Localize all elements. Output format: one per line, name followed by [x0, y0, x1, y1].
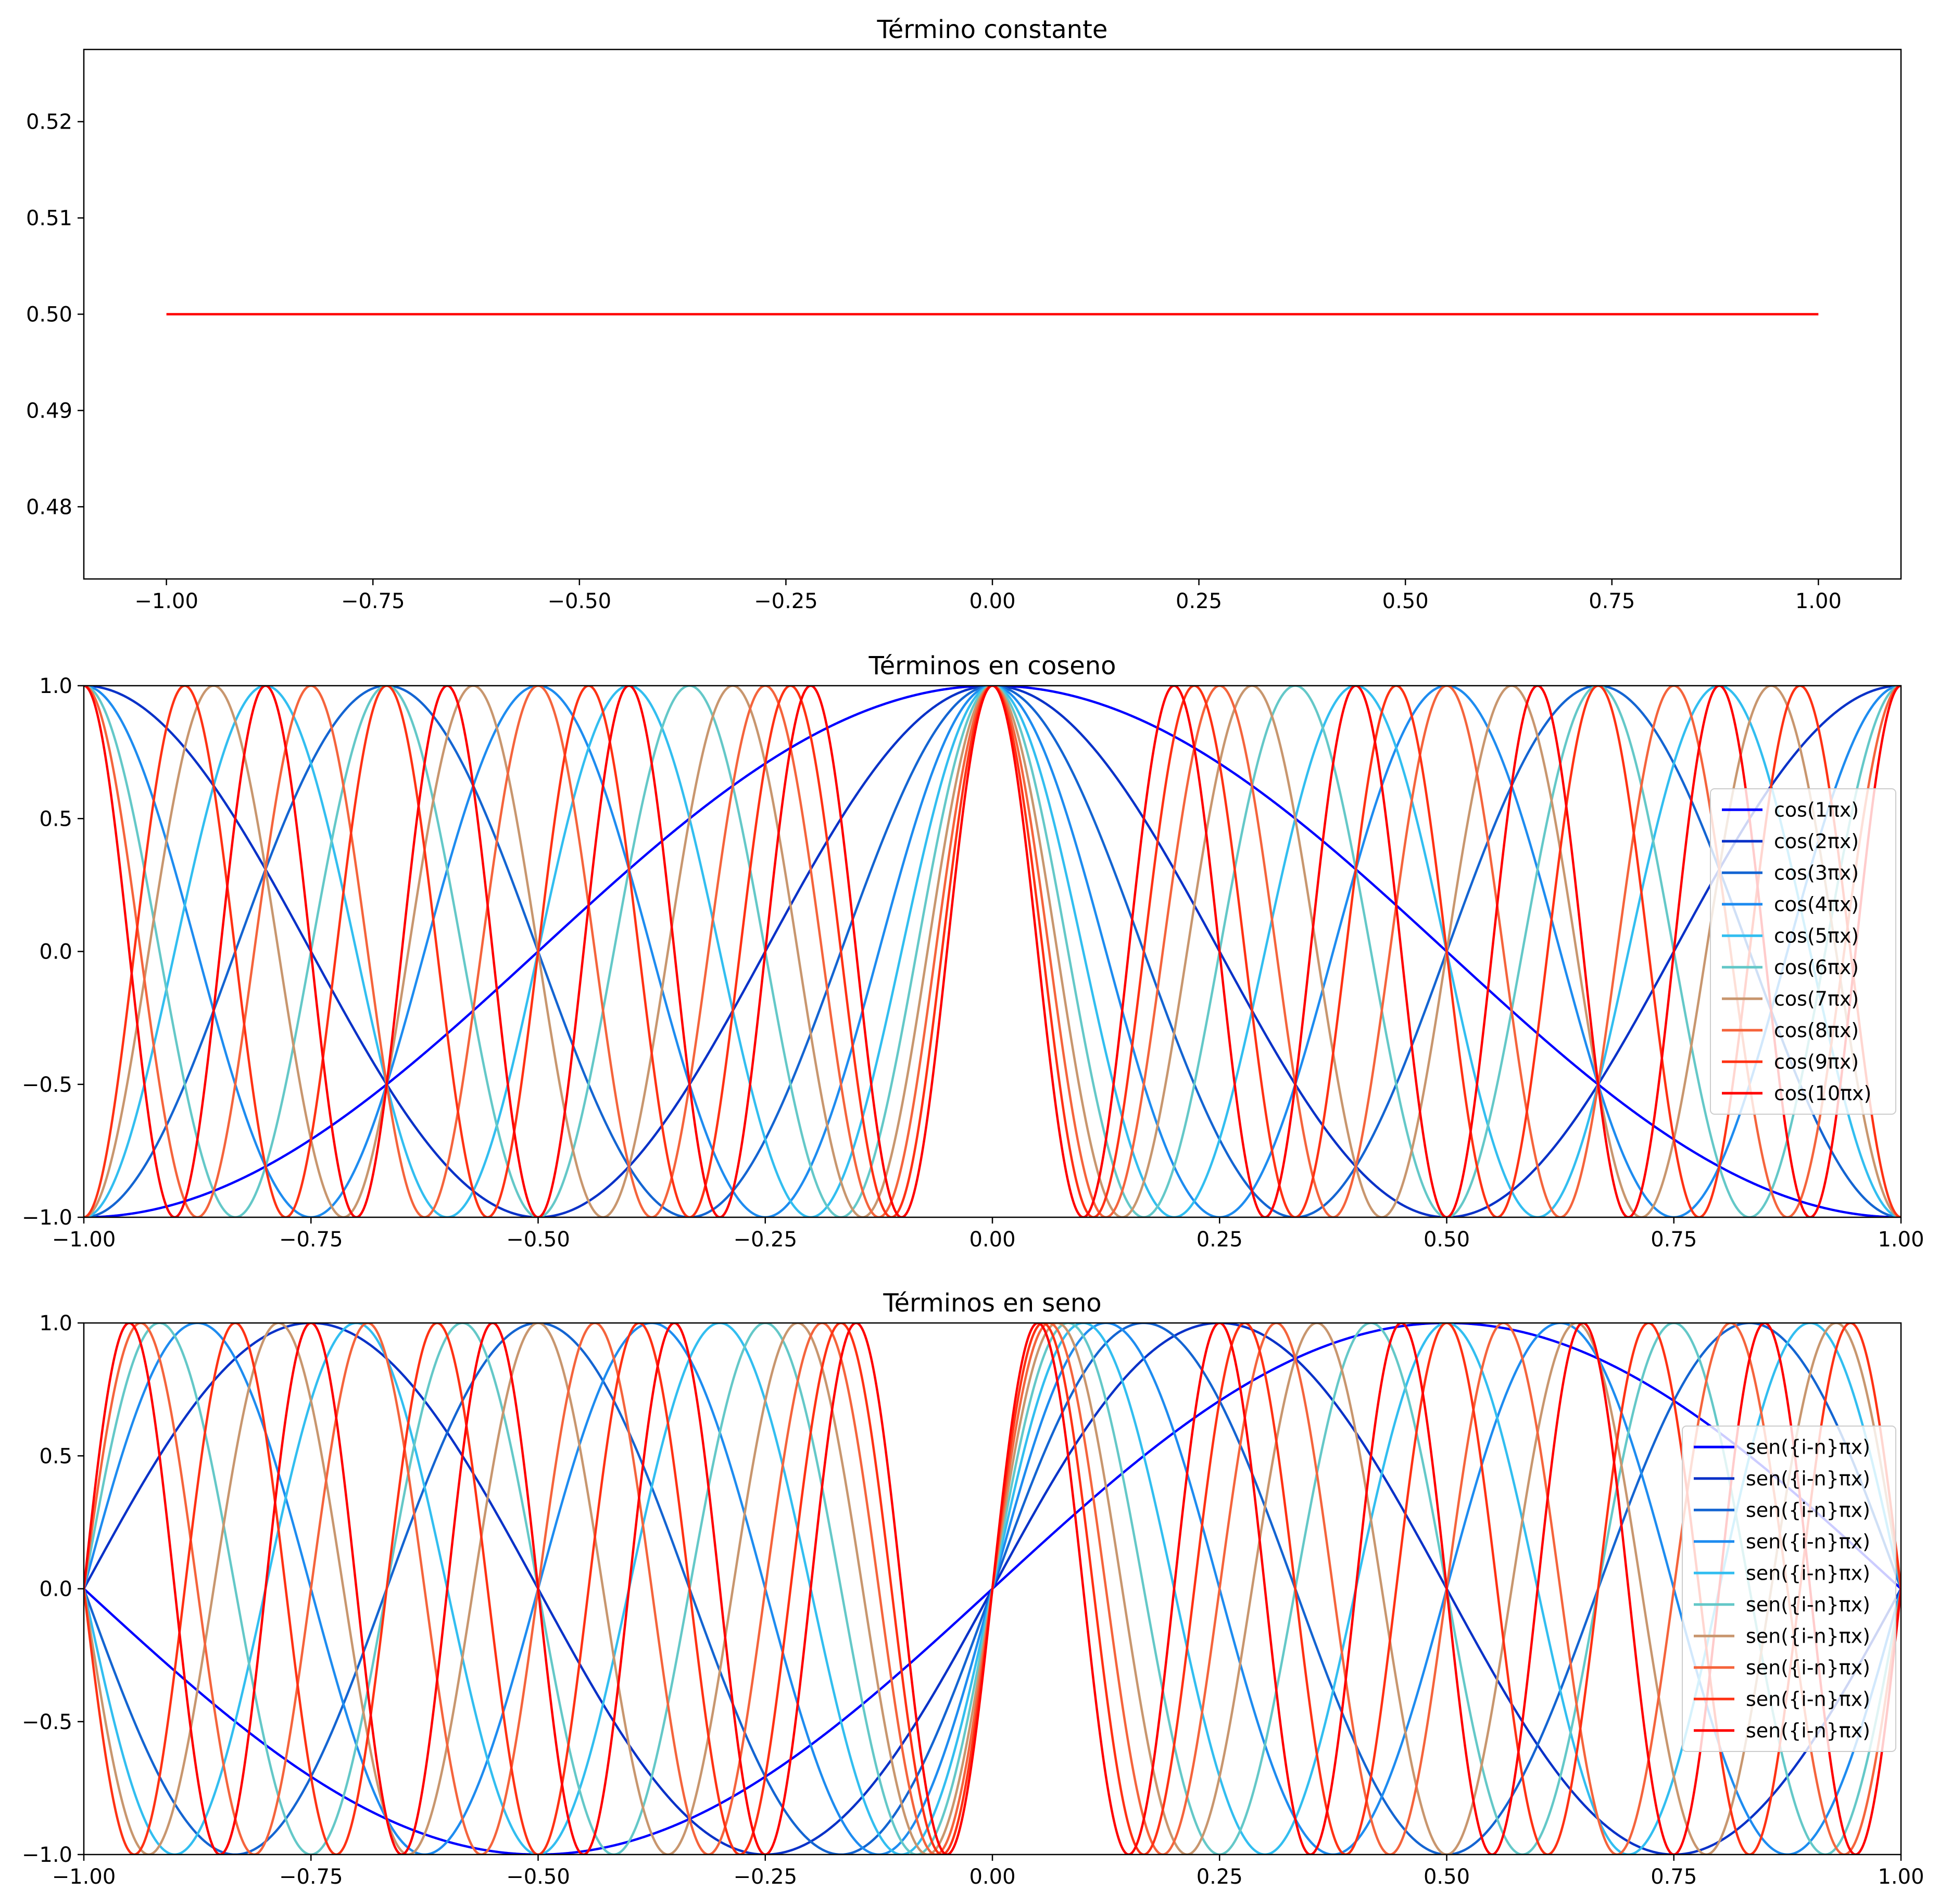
x-tick-label: −0.25 [754, 589, 818, 613]
legend-label: sen({i-n}πx) [1746, 1498, 1870, 1521]
y-tick-label: 0.49 [26, 399, 72, 423]
legend-label: cos(5πx) [1774, 924, 1859, 947]
y-tick-label: −0.5 [22, 1710, 72, 1734]
x-tick-label: −0.25 [733, 1228, 797, 1252]
plot-area [84, 686, 1901, 1217]
x-tick-label: −0.50 [506, 1228, 570, 1252]
y-tick-label: 0.48 [26, 495, 72, 519]
x-tick-label: −0.75 [279, 1228, 343, 1252]
x-tick-label: −1.00 [52, 1865, 116, 1889]
x-tick-label: −1.00 [52, 1228, 116, 1252]
x-tick-label: −1.00 [134, 589, 198, 613]
chart-title: Términos en coseno [868, 651, 1116, 680]
x-tick-label: 0.00 [969, 1228, 1015, 1252]
legend-label: sen({i-n}πx) [1746, 1435, 1870, 1458]
chart-1: Término constante −1.00 −0.75 −0.50 −0.25 0.0… [26, 15, 1902, 613]
x-tick-label: −0.75 [279, 1865, 343, 1889]
legend-label: sen({i-n}πx) [1746, 1561, 1870, 1584]
legend-label: cos(7πx) [1774, 987, 1859, 1010]
x-tick-label: −0.25 [733, 1865, 797, 1889]
chart-title: Término constante [877, 15, 1108, 44]
x-tick-label: 0.25 [1176, 589, 1222, 613]
legend-label: cos(10πx) [1774, 1082, 1871, 1105]
chart-title: Términos en seno [883, 1289, 1101, 1318]
legend-label: sen({i-n}πx) [1746, 1593, 1870, 1616]
x-tick-label: −0.50 [548, 589, 612, 613]
x-tick-label: 0.50 [1382, 589, 1429, 613]
legend-label: cos(3πx) [1774, 861, 1859, 884]
x-tick-label: 1.00 [1878, 1865, 1924, 1889]
y-tick-label: −1.0 [22, 1206, 72, 1230]
y-tick-label: −1.0 [22, 1843, 72, 1867]
y-tick-label: −0.5 [22, 1073, 72, 1097]
legend-label: sen({i-n}πx) [1746, 1624, 1870, 1647]
series-line-10 [84, 686, 1901, 1217]
x-tick-label: 0.25 [1197, 1865, 1243, 1889]
y-tick-label: 0.5 [39, 1444, 72, 1468]
y-tick-label: 0.0 [39, 1578, 72, 1602]
x-tick-label: −0.50 [506, 1865, 570, 1889]
x-tick-label: 0.75 [1651, 1865, 1697, 1889]
legend-label: cos(1πx) [1774, 798, 1859, 821]
y-tick-label: 0.52 [26, 110, 72, 134]
legend-label: cos(2πx) [1774, 830, 1859, 853]
legend: cos(1πx) cos(2πx) cos(3πx) cos(4πx) cos(5πx)… [1710, 788, 1896, 1115]
x-tick-label: 1.00 [1795, 589, 1842, 613]
y-tick-label: 0.5 [39, 807, 72, 831]
legend-label: sen({i-n}πx) [1746, 1719, 1870, 1742]
legend-label: cos(4πx) [1774, 893, 1859, 916]
legend: sen({i-n}πx) sen({i-n}πx) sen({i-n}πx) sen(… [1682, 1426, 1896, 1752]
legend-label: cos(9πx) [1774, 1050, 1859, 1073]
chart-3: Términos en seno−1.00 −0.75 −0.50 −0.25 0.00… [22, 1289, 1924, 1889]
y-tick-label: 0.50 [26, 303, 72, 327]
series-line-10 [84, 1323, 1901, 1855]
legend-box [1682, 1426, 1896, 1752]
legend-label: sen({i-n}πx) [1746, 1687, 1870, 1710]
x-tick-label: 0.25 [1197, 1228, 1243, 1252]
y-tick-label: 0.51 [26, 207, 72, 231]
x-tick-label: 0.75 [1651, 1228, 1697, 1252]
legend-box [1710, 788, 1896, 1115]
legend-label: cos(8πx) [1774, 1019, 1859, 1042]
y-tick-label: 0.0 [39, 940, 72, 964]
series-line-5 [84, 686, 1901, 1217]
legend-label: sen({i-n}πx) [1746, 1530, 1870, 1553]
x-tick-label: 0.00 [969, 1865, 1015, 1889]
legend-label: sen({i-n}πx) [1746, 1467, 1870, 1490]
x-tick-label: 0.00 [969, 589, 1015, 613]
legend-label: sen({i-n}πx) [1746, 1656, 1870, 1679]
legend-label: cos(6πx) [1774, 956, 1859, 979]
x-tick-label: −0.75 [341, 589, 405, 613]
y-tick-label: 1.0 [39, 674, 72, 698]
x-tick-label: 0.50 [1424, 1865, 1470, 1889]
plot-area [84, 1323, 1901, 1855]
chart-2: Términos en coseno −1.00 −0.75 −0.50 −0.25 0.… [22, 651, 1924, 1252]
x-tick-label: 0.50 [1424, 1228, 1470, 1252]
y-tick-label: 1.0 [39, 1312, 72, 1335]
x-tick-label: 0.75 [1589, 589, 1635, 613]
x-tick-label: 1.00 [1878, 1228, 1924, 1252]
